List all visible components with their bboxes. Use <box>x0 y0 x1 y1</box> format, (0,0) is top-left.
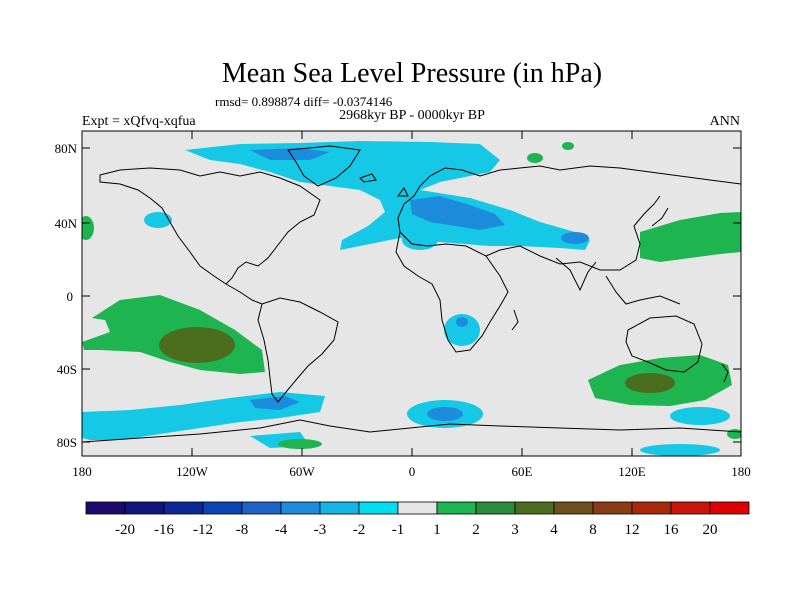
colorbar-label: 20 <box>703 522 718 538</box>
coastline-india <box>555 257 597 292</box>
coastline-south-america <box>257 297 339 403</box>
axis-ticks <box>81 131 742 456</box>
positive-anomaly-antarctic-west <box>278 439 322 449</box>
negative-anomaly-antarctic-east <box>640 444 720 456</box>
colorbar-label: -1 <box>392 522 405 538</box>
coastline-uk <box>397 187 409 197</box>
colorbar-label: -2 <box>353 522 366 538</box>
map-title: Mean Sea Level Pressure (in hPa) <box>222 58 602 89</box>
positive-anomaly-arctic-siberia <box>527 153 543 163</box>
coastline-asia <box>485 195 661 271</box>
lon-label-180-west: 180 <box>72 464 92 479</box>
positive-anomaly-south-pacific-core <box>159 327 235 363</box>
anomaly-fields <box>82 141 741 456</box>
lon-label-0: 0 <box>409 464 416 479</box>
positive-anomaly-north-pacific <box>640 212 741 262</box>
colorbar-swatch <box>553 501 594 515</box>
coastline-new-zealand <box>721 363 729 383</box>
coastline-north-america <box>99 167 321 285</box>
lon-label-120e: 120E <box>618 464 646 479</box>
positive-anomaly-south-indian-core <box>625 373 675 393</box>
period-label: 2968kyr BP - 0000kyr BP <box>339 108 485 123</box>
colorbar-label: 8 <box>589 522 597 538</box>
coastlines <box>82 145 741 443</box>
colorbar-label: -3 <box>314 522 327 538</box>
colorbar-label: 1 <box>433 522 441 538</box>
colorbar-label: 4 <box>550 522 558 538</box>
colorbar-swatch <box>514 501 555 515</box>
coastline-australia <box>625 315 703 373</box>
coastline-southeast-asia <box>605 275 681 305</box>
stats-line: rmsd= 0.898874 diff= -0.0374146 <box>215 94 393 109</box>
coastline-central-america <box>225 283 263 305</box>
colorbar-swatch <box>436 501 477 515</box>
colorbar-swatch <box>358 501 399 515</box>
coastline-japan <box>651 207 669 227</box>
colorbar-label: 12 <box>625 522 640 538</box>
experiment-label: Expt = xQfvq-xqfua <box>82 114 196 129</box>
colorbar-swatch <box>670 501 711 515</box>
colorbar-swatch <box>85 501 126 515</box>
colorbar-swatch <box>319 501 360 515</box>
lat-label-40n: 40N <box>55 216 78 231</box>
coastline-iceland <box>359 173 377 183</box>
colorbar-swatch <box>397 501 438 515</box>
negative-anomaly-north-pacific <box>144 212 172 228</box>
coastline-africa <box>395 230 509 353</box>
lat-label-0: 0 <box>67 289 74 304</box>
colorbar-swatch <box>709 501 750 515</box>
negative-anomaly-southern-ocean-atlantic <box>250 396 300 410</box>
season-label: ANN <box>710 114 740 129</box>
coastline-europe <box>397 165 741 233</box>
colorbar-label: -8 <box>236 522 249 538</box>
colorbar-label: -16 <box>154 522 174 538</box>
colorbar-swatch <box>475 501 516 515</box>
colorbar-label: -20 <box>115 522 135 538</box>
negative-anomaly-south-africa-core <box>456 317 468 327</box>
colorbar-swatch <box>202 501 243 515</box>
colorbar-swatch <box>631 501 672 515</box>
negative-anomaly-arctic-core <box>250 148 330 160</box>
lon-label-60e: 60E <box>512 464 533 479</box>
colorbar-swatch <box>241 501 282 515</box>
coastline-madagascar <box>511 309 519 331</box>
colorbar-swatch <box>163 501 204 515</box>
negative-anomaly-southern-ocean-africa-core <box>427 407 463 421</box>
lat-label-80n: 80N <box>55 141 78 156</box>
negative-anomaly-southern-ocean-australia <box>670 407 730 425</box>
lon-label-60w: 60W <box>289 464 315 479</box>
map-panel: 80N 40N 0 40S 80S 180 120W 60W 0 60E 120… <box>55 130 751 479</box>
colorbar-label: 2 <box>472 522 480 538</box>
colorbar-swatch <box>280 501 321 515</box>
positive-anomaly-arctic-east <box>562 142 574 150</box>
negative-anomaly-south-africa <box>444 314 480 346</box>
lon-label-120w: 120W <box>176 464 209 479</box>
negative-anomaly-greenland-east <box>425 147 495 173</box>
lat-label-40s: 40S <box>57 362 77 377</box>
negative-anomaly-caspian <box>561 232 589 244</box>
latitude-labels: 80N 40N 0 40S 80S <box>55 141 78 450</box>
colorbar-swatch <box>124 501 165 515</box>
coastline-antarctica <box>82 419 741 443</box>
lat-label-80s: 80S <box>57 435 77 450</box>
coastline-greenland <box>287 145 361 187</box>
negative-anomaly-west-africa <box>402 230 438 250</box>
colorbar-label: 16 <box>664 522 680 538</box>
lon-label-180-east: 180 <box>731 464 751 479</box>
colorbar: -20 -16 -12 -8 -4 -3 -2 -1 1 2 3 4 8 12 16 20 <box>85 501 750 538</box>
positive-anomaly-north-pacific-west <box>82 216 94 240</box>
colorbar-label: 3 <box>511 522 519 538</box>
colorbar-swatch <box>592 501 633 515</box>
negative-anomaly-europe-core <box>410 196 505 230</box>
longitude-labels: 180 120W 60W 0 60E 120E 180 <box>72 464 751 479</box>
colorbar-label: -12 <box>193 522 213 538</box>
colorbar-label: -4 <box>275 522 288 538</box>
